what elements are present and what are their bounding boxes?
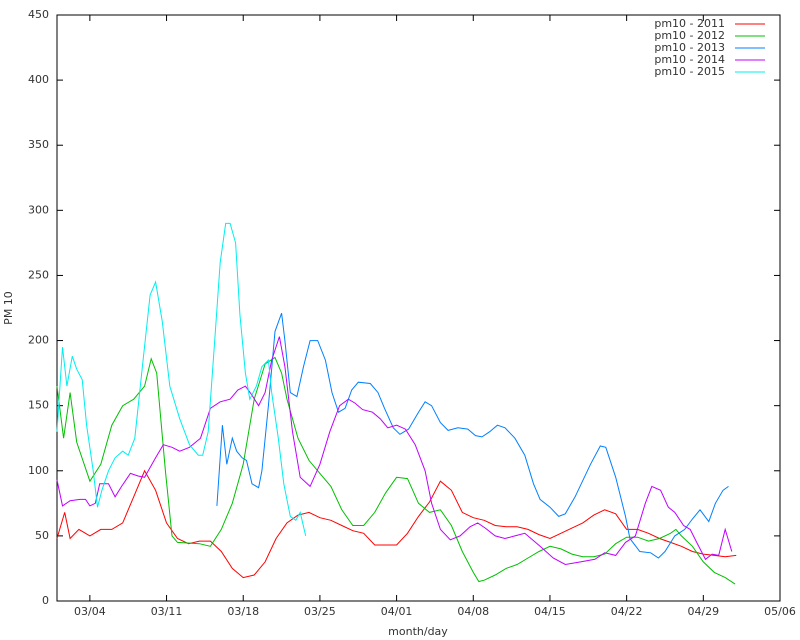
legend-label: pm10 - 2015: [654, 65, 725, 78]
y-tick-label: 150: [28, 399, 49, 412]
plot-frame: [56, 14, 781, 602]
series-line: [56, 222, 307, 537]
series-line: [56, 336, 733, 566]
x-axis-label: month/day: [388, 625, 448, 638]
legend-label: pm10 - 2011: [654, 17, 725, 30]
x-tick-label: 03/04: [74, 605, 106, 618]
y-tick-label: 400: [28, 73, 49, 86]
legend-label: pm10 - 2013: [654, 41, 725, 54]
series-line: [216, 313, 729, 559]
x-tick-label: 03/11: [151, 605, 183, 618]
x-tick-label: 04/01: [381, 605, 413, 618]
y-tick-label: 100: [28, 464, 49, 477]
y-tick-label: 250: [28, 268, 49, 281]
x-tick-label: 03/25: [304, 605, 336, 618]
x-tick-label: 03/18: [227, 605, 259, 618]
legend-label: pm10 - 2014: [654, 53, 725, 66]
series-line: [56, 356, 736, 585]
x-tick-label: 05/06: [764, 605, 796, 618]
y-axis-label: PM 10: [2, 291, 15, 325]
y-tick-label: 0: [42, 594, 49, 607]
y-tick-label: 450: [28, 8, 49, 21]
series-line: [56, 469, 737, 579]
y-tick-label: 200: [28, 334, 49, 347]
y-tick-label: 50: [35, 529, 49, 542]
x-tick-label: 04/22: [611, 605, 643, 618]
y-tick-label: 300: [28, 203, 49, 216]
x-tick-label: 04/08: [457, 605, 489, 618]
x-tick-label: 04/29: [687, 605, 719, 618]
y-tick-label: 350: [28, 138, 49, 151]
legend-label: pm10 - 2012: [654, 29, 725, 42]
x-tick-label: 04/15: [534, 605, 566, 618]
